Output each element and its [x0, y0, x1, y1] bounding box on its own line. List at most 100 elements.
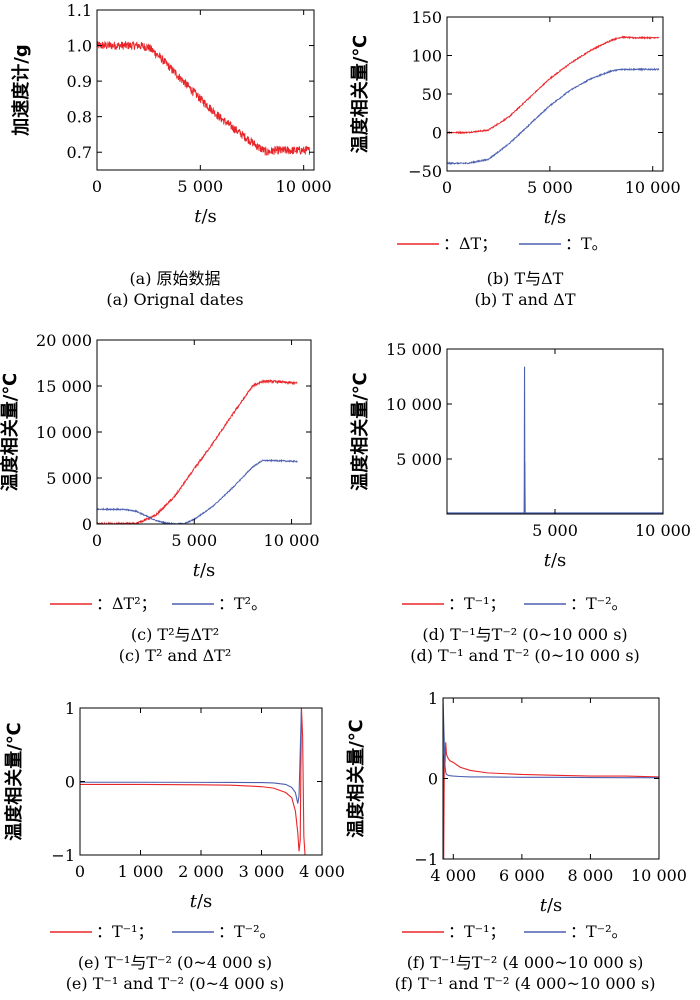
- plot-frame-c: [96, 339, 312, 525]
- legend-e: ：T⁻¹； ：T⁻²。: [50, 922, 276, 941]
- ytick-label-b: −50: [408, 162, 442, 181]
- ytick-label-d: 15 000: [386, 340, 442, 359]
- ytick-label-d: 10 000: [386, 395, 442, 414]
- series-line-e-1: [80, 708, 302, 804]
- ytick-label-c: 20 000: [36, 331, 92, 350]
- y-axis-label-f: 温度相关量/℃: [345, 719, 367, 837]
- xtick-label-e: 4 000: [299, 862, 345, 881]
- ytick-label-b: 50: [422, 85, 442, 104]
- plot-frame-e: [79, 707, 323, 856]
- legend-b-label-a: ：ΔT；: [443, 234, 497, 253]
- xtick-label-f: 10 000: [631, 866, 687, 885]
- legend-d: ：T⁻¹； ：T⁻²。: [402, 594, 628, 613]
- plot-frame-d: [446, 348, 664, 515]
- series-line-f-0: [443, 698, 659, 859]
- ytick-label-b: 100: [411, 47, 442, 66]
- plot-frame-f: [442, 697, 660, 860]
- xtick-label-c: 10 000: [264, 531, 320, 550]
- y-axis-label-b: 温度相关量/℃: [349, 35, 371, 153]
- xtick-label-c: 0: [92, 531, 102, 550]
- xtick-label-e: 1 000: [118, 862, 164, 881]
- caption-d-en: (d) T⁻¹ and T⁻² (0~10 000 s): [410, 646, 640, 665]
- legend-c-label-a: ：ΔT²；: [96, 594, 157, 613]
- plot-frame-b: [446, 16, 664, 172]
- ytick-label-c: 5 000: [46, 469, 92, 488]
- xtick-label-e: 3 000: [239, 862, 285, 881]
- caption-b-en: (b) T and ΔT: [474, 290, 576, 309]
- x-axis-label-c: t/s: [193, 560, 216, 581]
- ytick-label-b: 0: [432, 124, 442, 143]
- legend-e-label-a: ：T⁻¹；: [96, 922, 154, 941]
- ytick-label-a: 0.9: [67, 72, 92, 91]
- xtick-label-b: 5 000: [527, 178, 573, 197]
- series-line-a-0: [97, 40, 311, 156]
- plot-frame-a: [96, 9, 315, 171]
- ytick-label-a: 1.1: [67, 1, 92, 20]
- xtick-label-c: 5 000: [171, 531, 217, 550]
- caption-e-en: (e) T⁻¹ and T⁻² (0~4 000 s): [65, 974, 285, 993]
- series-line-d-0: [447, 462, 663, 514]
- caption-c-en: (c) T² and ΔT²: [118, 646, 232, 665]
- series-line-f-1: [443, 698, 659, 779]
- xtick-label-f: 6 000: [499, 866, 545, 885]
- y-axis-label-c: 温度相关量/℃: [0, 373, 21, 491]
- ytick-label-e: 0: [65, 773, 75, 792]
- xtick-label-d: 5 000: [532, 521, 578, 540]
- xtick-label-f: 4 000: [430, 866, 476, 885]
- caption-d-cn: (d) T⁻¹与T⁻² (0~10 000 s): [422, 625, 628, 644]
- chart-a: 0 5 000 10 000 0.7 0.8 0.9 1.0 1.1 t/s 加速度计/g: [10, 1, 332, 227]
- legend-b: ：ΔT； ：T。: [397, 234, 608, 253]
- legend-f: ：T⁻¹； ：T⁻²。: [402, 922, 628, 941]
- xtick-label-e: 0: [75, 862, 85, 881]
- y-axis-label-d: 温度相关量/℃: [349, 372, 371, 490]
- ytick-label-a: 0.8: [67, 108, 92, 127]
- ytick-label-a: 0.7: [67, 143, 92, 162]
- caption-f-en: (f) T⁻¹ and T⁻² (4 000~10 000 s): [394, 974, 656, 993]
- xtick-label-d: 10 000: [635, 521, 691, 540]
- ytick-label-d: 5 000: [396, 450, 442, 469]
- chart-f: 4 000 6 000 8 000 10 000 −1 0 1 t/s 温度相关量/℃: [345, 689, 687, 916]
- y-axis-label-e: 温度相关量/℃: [3, 722, 25, 840]
- x-axis-label-b: t/s: [544, 207, 567, 228]
- caption-a-cn: (a) 原始数据: [129, 269, 221, 288]
- legend-e-label-b: ：T⁻²。: [218, 922, 276, 941]
- legend-b-label-b: ：T。: [565, 234, 608, 253]
- ytick-label-e: 1: [65, 699, 75, 718]
- legend-f-label-a: ：T⁻¹；: [448, 922, 506, 941]
- legend-f-label-b: ：T⁻²。: [570, 922, 628, 941]
- ytick-label-c: 10 000: [36, 423, 92, 442]
- series-line-e-0: [80, 708, 306, 855]
- legend-c: ：ΔT²； ：T²。: [50, 594, 267, 613]
- xtick-label-b: 10 000: [625, 178, 681, 197]
- caption-c-cn: (c) T²与ΔT²: [130, 625, 220, 644]
- ytick-label-e: −1: [51, 846, 75, 865]
- series-line-d-1: [447, 366, 663, 514]
- xtick-label-e: 2 000: [178, 862, 224, 881]
- x-axis-label-a: t/s: [194, 206, 217, 227]
- xtick-label-f: 8 000: [568, 866, 614, 885]
- legend-d-label-a: ：T⁻¹；: [448, 594, 506, 613]
- legend-d-label-b: ：T⁻²。: [570, 594, 628, 613]
- ytick-label-c: 0: [82, 515, 92, 534]
- xtick-label-a: 0: [92, 177, 102, 196]
- y-axis-label-a: 加速度计/g: [10, 44, 32, 136]
- x-axis-label-e: t/s: [190, 891, 213, 912]
- ytick-label-a: 1.0: [67, 37, 92, 56]
- legend-c-label-b: ：T²。: [218, 594, 267, 613]
- caption-e-cn: (e) T⁻¹与T⁻² (0~4 000 s): [77, 953, 273, 972]
- series-line-c-0: [97, 378, 298, 524]
- xtick-label-a: 10 000: [276, 177, 332, 196]
- chart-d: 5 000 10 000 5 000 10 000 15 000 t/s 温度相关量/℃: [349, 340, 691, 571]
- x-axis-label-f: t/s: [540, 895, 563, 916]
- xtick-label-a: 5 000: [177, 177, 223, 196]
- ytick-label-c: 15 000: [36, 377, 92, 396]
- ytick-label-f: 1: [428, 689, 438, 708]
- series-line-c-1: [97, 458, 298, 524]
- xtick-label-b: 0: [442, 178, 452, 197]
- x-axis-label-d: t/s: [544, 550, 567, 571]
- caption-f-cn: (f) T⁻¹与T⁻² (4 000~10 000 s): [406, 953, 644, 972]
- caption-b-cn: (b) T与ΔT: [486, 269, 564, 288]
